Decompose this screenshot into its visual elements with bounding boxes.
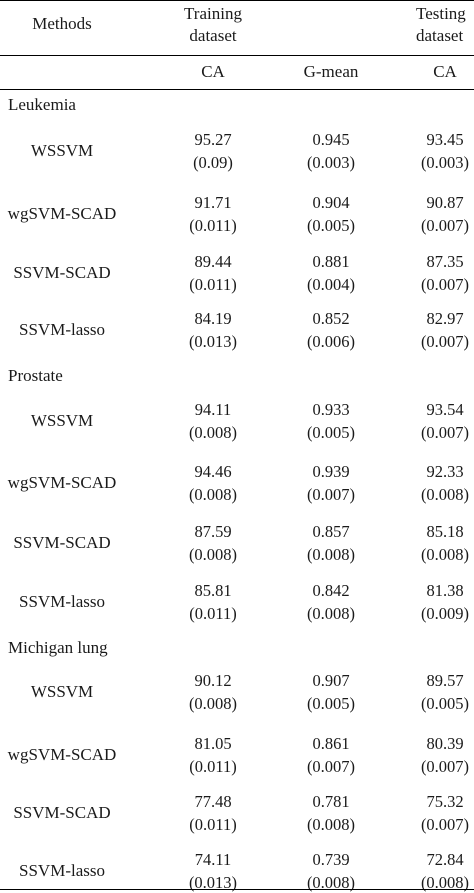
train-ca-se: (0.011) — [189, 275, 237, 294]
test-ca-se: (0.008) — [420, 873, 470, 892]
train-ca-se: (0.008) — [188, 545, 238, 564]
test-ca-value: 89.57 — [426, 671, 464, 690]
train-ca-se: (0.09) — [193, 153, 233, 172]
method-name: wgSVM-SCAD — [7, 204, 117, 223]
test-ca-se: (0.008) — [420, 545, 470, 564]
train-gmean-se: (0.008) — [306, 545, 356, 564]
train-gmean-se: (0.006) — [306, 332, 356, 351]
train-gmean-value: 0.933 — [312, 400, 350, 419]
train-ca-se: (0.013) — [188, 332, 238, 351]
train-gmean-value: 0.857 — [312, 522, 350, 541]
header-col-gmean: G-mean — [303, 62, 359, 81]
test-ca-value: 85.18 — [426, 522, 464, 541]
train-ca-value: 91.71 — [194, 193, 232, 212]
train-ca-value: 94.46 — [194, 462, 232, 481]
train-gmean-se: (0.007) — [306, 757, 356, 776]
train-ca-value: 89.44 — [194, 252, 232, 271]
train-ca-se: (0.008) — [188, 485, 238, 504]
method-name: SSVM-SCAD — [13, 263, 111, 282]
train-gmean-value: 0.842 — [312, 581, 350, 600]
test-ca-se: (0.007) — [420, 815, 470, 834]
train-ca-se: (0.008) — [188, 423, 238, 442]
header-testing-line1: Testing — [416, 4, 466, 23]
group-label: Michigan lung — [8, 638, 108, 657]
test-ca-se: (0.007) — [420, 275, 470, 294]
train-gmean-value: 0.861 — [312, 734, 350, 753]
test-ca-se: (0.007) — [420, 216, 470, 235]
train-ca-value: 84.19 — [194, 309, 232, 328]
train-gmean-value: 0.781 — [312, 792, 350, 811]
test-ca-se: (0.005) — [420, 694, 470, 713]
method-name: wgSVM-SCAD — [7, 745, 117, 764]
test-ca-se: (0.007) — [420, 757, 470, 776]
train-gmean-se: (0.003) — [306, 153, 356, 172]
train-gmean-value: 0.852 — [312, 309, 350, 328]
train-ca-value: 74.11 — [194, 850, 232, 869]
subheader-rule — [0, 89, 474, 90]
train-ca-value: 77.48 — [194, 792, 232, 811]
train-gmean-se: (0.005) — [306, 694, 356, 713]
test-ca-value: 90.87 — [426, 193, 464, 212]
train-ca-se: (0.011) — [189, 757, 237, 776]
train-ca-se: (0.011) — [189, 216, 237, 235]
method-name: SSVM-SCAD — [13, 803, 111, 822]
test-ca-value: 72.84 — [426, 850, 464, 869]
train-gmean-value: 0.881 — [312, 252, 350, 271]
train-ca-se: (0.008) — [188, 694, 238, 713]
train-gmean-se: (0.005) — [306, 216, 356, 235]
train-ca-se: (0.011) — [189, 604, 237, 623]
header-training-line2: dataset — [189, 26, 237, 45]
header-methods: Methods — [32, 14, 92, 33]
test-ca-value: 93.45 — [426, 130, 464, 149]
train-gmean-value: 0.904 — [312, 193, 350, 212]
header-testing-line2: dataset — [416, 26, 464, 45]
train-ca-se: (0.013) — [188, 873, 238, 892]
test-ca-value: 75.32 — [426, 792, 464, 811]
train-gmean-value: 0.945 — [312, 130, 350, 149]
train-gmean-se: (0.007) — [306, 485, 356, 504]
test-ca-value: 81.38 — [426, 581, 464, 600]
header-col-ca: CA — [201, 62, 225, 81]
method-name: SSVM-lasso — [19, 592, 105, 611]
train-gmean-se: (0.008) — [306, 604, 356, 623]
train-gmean-value: 0.739 — [312, 850, 350, 869]
top-rule — [0, 0, 474, 1]
test-ca-value: 93.54 — [426, 400, 464, 419]
train-gmean-se: (0.008) — [306, 815, 356, 834]
group-label: Prostate — [8, 366, 63, 385]
train-gmean-se: (0.008) — [306, 873, 356, 892]
method-name: WSSVM — [30, 411, 94, 430]
method-name: SSVM-lasso — [19, 320, 105, 339]
method-name: WSSVM — [30, 141, 94, 160]
train-gmean-value: 0.907 — [312, 671, 350, 690]
test-ca-se: (0.007) — [420, 423, 470, 442]
header-rule — [0, 55, 474, 56]
train-ca-value: 95.27 — [194, 130, 232, 149]
test-ca-value: 80.39 — [426, 734, 464, 753]
method-name: WSSVM — [30, 682, 94, 701]
train-gmean-se: (0.004) — [306, 275, 356, 294]
method-name: SSVM-SCAD — [13, 533, 111, 552]
train-ca-se: (0.011) — [189, 815, 237, 834]
test-ca-value: 92.33 — [426, 462, 464, 481]
header-training-line1: Training — [184, 4, 242, 23]
test-ca-value: 82.97 — [426, 309, 464, 328]
test-ca-se: (0.009) — [420, 604, 470, 623]
test-ca-se: (0.003) — [420, 153, 470, 172]
train-ca-value: 94.11 — [194, 400, 232, 419]
train-gmean-se: (0.005) — [306, 423, 356, 442]
method-name: SSVM-lasso — [19, 861, 105, 880]
header-col-test-ca: CA — [433, 62, 457, 81]
test-ca-se: (0.007) — [420, 332, 470, 351]
test-ca-value: 87.35 — [426, 252, 464, 271]
test-ca-se: (0.008) — [420, 485, 470, 504]
method-name: wgSVM-SCAD — [7, 473, 117, 492]
train-ca-value: 87.59 — [194, 522, 232, 541]
train-ca-value: 90.12 — [194, 671, 232, 690]
train-ca-value: 81.05 — [194, 734, 232, 753]
train-gmean-value: 0.939 — [312, 462, 350, 481]
train-ca-value: 85.81 — [194, 581, 232, 600]
group-label: Leukemia — [8, 95, 76, 114]
